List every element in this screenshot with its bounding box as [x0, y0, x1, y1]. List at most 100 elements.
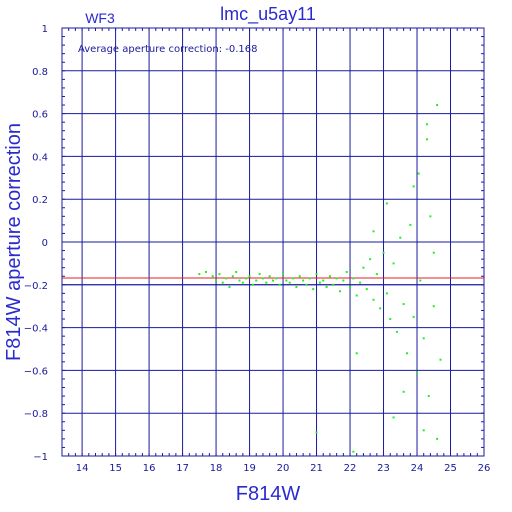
y-tick-label: 0.4	[32, 152, 48, 163]
data-point	[402, 390, 405, 393]
reference-lines	[62, 277, 484, 286]
data-point	[315, 273, 318, 276]
data-point	[359, 281, 362, 284]
x-tick-label: 18	[210, 463, 223, 474]
x-tick-label: 14	[76, 463, 89, 474]
data-point	[355, 294, 358, 297]
data-point	[302, 279, 305, 282]
chart-title: lmc_u5ay11	[220, 4, 316, 25]
data-point	[365, 288, 368, 291]
data-point	[305, 283, 308, 286]
data-point	[338, 290, 341, 293]
data-point	[268, 275, 271, 278]
data-point	[405, 352, 408, 355]
data-point	[426, 123, 429, 126]
data-point	[412, 315, 415, 318]
data-point	[231, 275, 234, 278]
data-point	[322, 279, 325, 282]
data-point	[211, 275, 214, 278]
y-tick-label: −0.4	[24, 324, 48, 335]
x-tick-label: 16	[143, 463, 156, 474]
data-point	[255, 279, 258, 282]
data-point	[379, 307, 382, 310]
data-point	[335, 277, 338, 280]
data-point	[402, 303, 405, 306]
data-point	[385, 292, 388, 295]
data-point	[342, 279, 345, 282]
data-point	[422, 429, 425, 432]
average-annotation: Average aperture correction: -0.168	[78, 44, 258, 55]
data-point	[349, 285, 352, 288]
data-point	[318, 281, 321, 284]
data-point	[205, 270, 208, 273]
data-point	[436, 437, 439, 440]
data-point	[225, 277, 228, 280]
data-point	[426, 138, 429, 141]
data-point	[292, 277, 295, 280]
data-point	[436, 104, 439, 107]
y-tick-label: −0.6	[24, 366, 48, 377]
data-point	[278, 283, 281, 286]
data-point	[417, 172, 420, 175]
data-point	[392, 262, 395, 265]
data-point	[315, 431, 318, 434]
x-tick-label: 15	[109, 463, 122, 474]
data-point	[412, 185, 415, 188]
x-tick-label: 25	[444, 463, 457, 474]
data-point	[275, 277, 278, 280]
data-point	[372, 230, 375, 233]
data-point	[332, 283, 335, 286]
x-tick-label: 26	[478, 463, 491, 474]
data-point	[221, 281, 224, 284]
data-point	[308, 277, 311, 280]
data-point	[245, 277, 248, 280]
data-point	[251, 283, 254, 286]
x-tick-label: 17	[176, 463, 189, 474]
data-point	[272, 279, 274, 282]
data-point	[288, 281, 291, 284]
y-axis-label: F814W aperture correction	[3, 123, 25, 361]
data-point	[432, 251, 435, 254]
y-tick-label: 1	[42, 24, 48, 35]
x-tick-label: 23	[377, 463, 390, 474]
data-point	[389, 318, 392, 321]
x-tick-label: 22	[344, 463, 357, 474]
panel-label: WF3	[85, 10, 115, 26]
data-point	[362, 266, 365, 269]
data-point	[422, 337, 425, 340]
data-point	[432, 305, 435, 308]
y-tick-label: 0.6	[32, 110, 48, 121]
y-tick-label: −0.2	[24, 281, 48, 292]
x-tick-label: 20	[277, 463, 290, 474]
data-point	[265, 281, 268, 284]
data-point	[427, 395, 430, 398]
data-point	[345, 270, 348, 273]
x-axis-label: F814W	[236, 483, 301, 505]
data-point	[409, 223, 412, 226]
data-point	[352, 277, 355, 280]
y-tick-label: 0	[42, 238, 48, 249]
data-point	[198, 273, 201, 276]
data-point	[325, 285, 328, 288]
data-point	[312, 288, 315, 291]
data-point	[429, 215, 432, 218]
y-tick-label: −1	[33, 452, 48, 463]
data-point	[372, 298, 375, 301]
grid-lines	[61, 27, 485, 457]
data-point	[392, 416, 395, 419]
data-point	[385, 202, 388, 205]
data-point	[258, 273, 261, 276]
data-point	[382, 251, 385, 254]
data-point	[295, 285, 298, 288]
data-point	[369, 258, 372, 261]
data-point	[395, 330, 398, 333]
data-point	[416, 371, 419, 374]
y-tick-label: 0.8	[32, 67, 48, 78]
data-point	[328, 275, 331, 278]
data-point	[248, 275, 251, 278]
y-tick-label: 0.2	[32, 195, 48, 206]
data-point	[355, 352, 358, 355]
data-point	[439, 358, 442, 361]
x-tick-label: 24	[411, 463, 424, 474]
